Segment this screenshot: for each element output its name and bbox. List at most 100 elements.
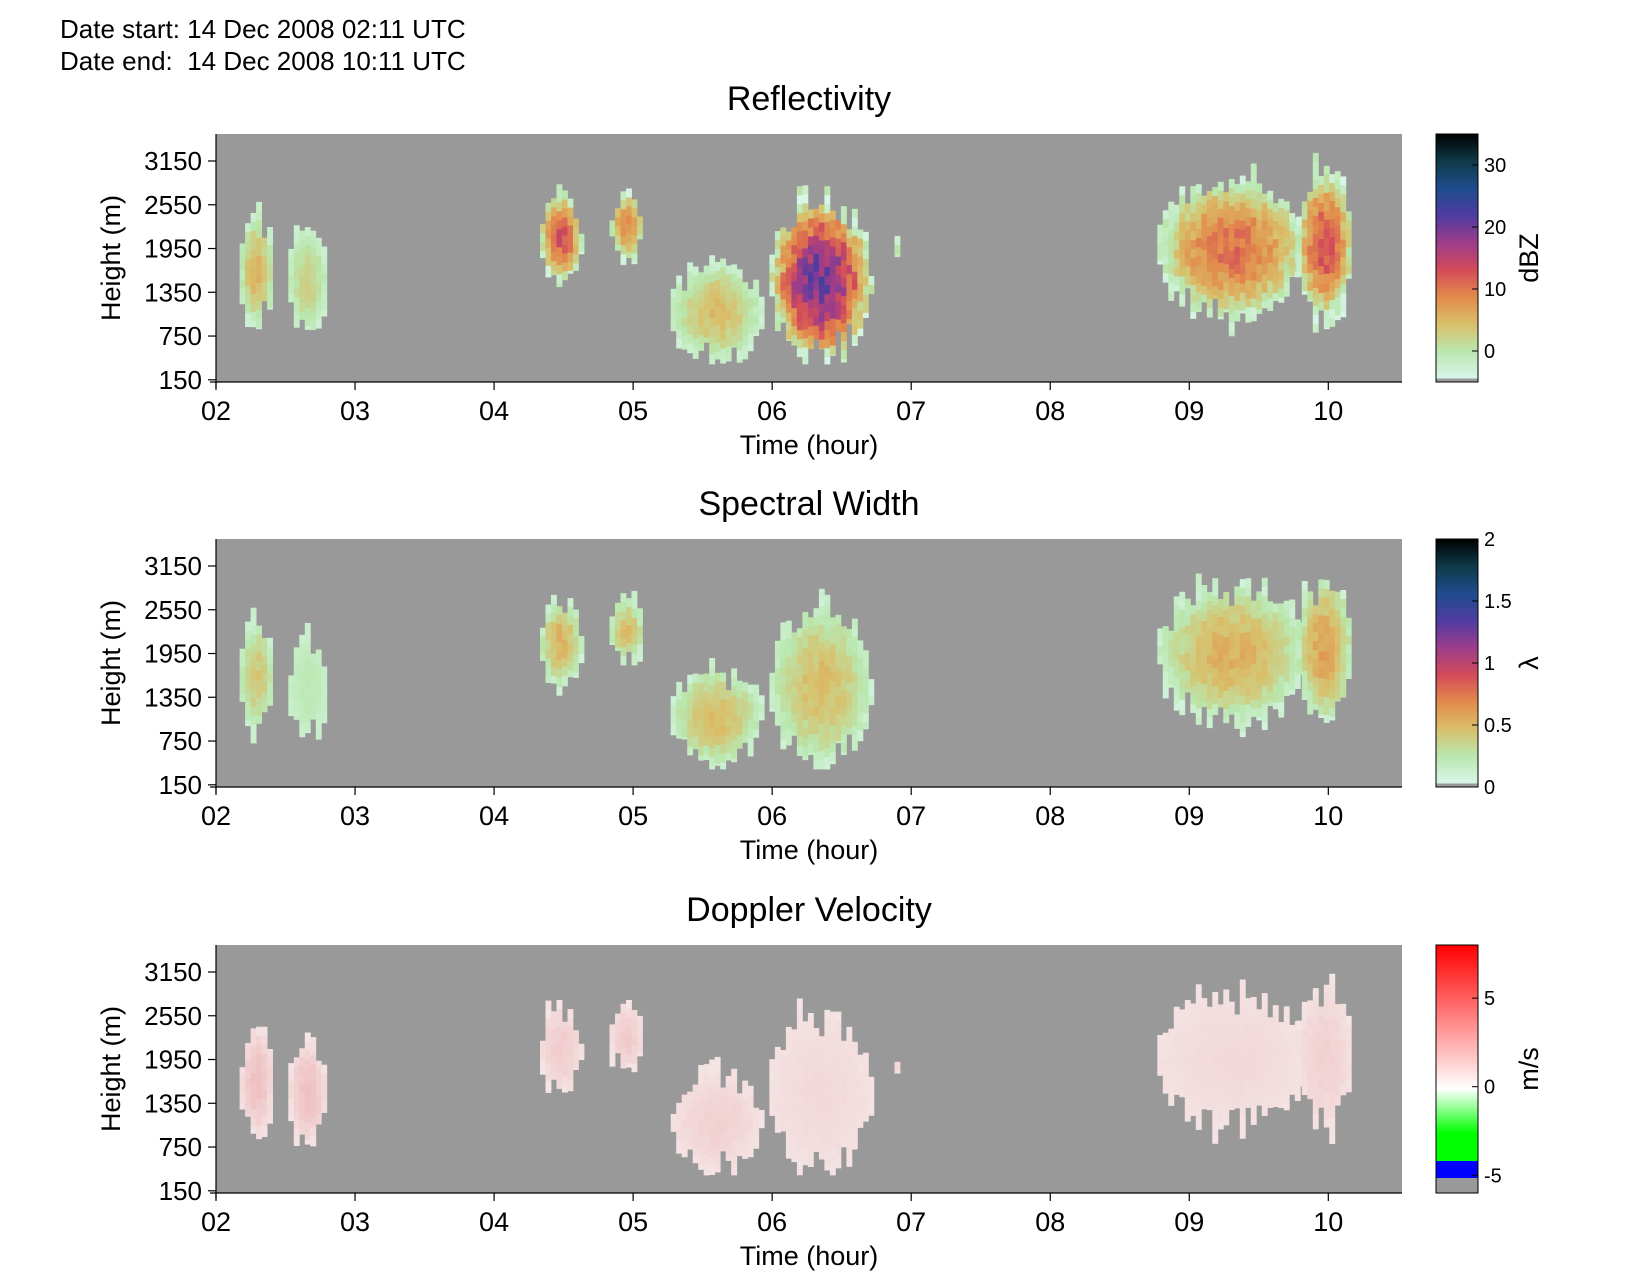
echo-region [540,594,585,696]
y-tick-label: 1350 [144,682,202,712]
x-tick-label: 04 [479,396,509,426]
colorbar-tick-label: 1.5 [1484,591,1512,613]
echo-region [609,1000,643,1073]
echo-region [670,255,765,365]
echo-region [670,658,765,770]
colorbar-tick-label: 0.5 [1484,715,1512,737]
panel-3: Doppler Velocity 150 750 1350 1950 2550 3150 He… [96,891,1544,1271]
x-tick-label: 09 [1174,1207,1204,1237]
echo-region [540,1000,585,1093]
y-axis-label: Height (m) [96,600,126,726]
colorbar-tick-label: 1 [1484,653,1495,675]
x-tick-label: 03 [340,1207,370,1237]
y-tick-label: 3150 [144,957,202,987]
date-end-label: Date end: 14 Dec 2008 10:11 UTC [60,46,466,76]
x-tick-label: 04 [479,801,509,831]
panel-title: Reflectivity [727,80,891,118]
x-tick-label: 04 [479,1207,509,1237]
echo-region [1157,163,1307,337]
echo-region [1296,579,1352,723]
y-tick-label: 2550 [144,595,202,625]
echo-region [609,188,643,266]
echo-region [1157,573,1307,738]
x-tick-label: 06 [757,801,787,831]
x-tick-label: 02 [201,801,231,831]
echo-region [1296,973,1352,1144]
x-axis-label: Time (hour) [740,1241,879,1271]
colorbar-label: λ [1514,656,1544,670]
x-tick-label: 03 [340,396,370,426]
colorbar-tick-label: 10 [1484,279,1506,301]
colorbar: -5 0 5 m/s [1435,944,1544,1194]
y-tick-label: 1350 [144,277,202,307]
x-tick-label: 06 [757,1207,787,1237]
panel-2: Spectral Width 150 750 1350 1950 2550 3150 Heig… [96,485,1544,865]
x-tick-label: 02 [201,396,231,426]
echo-region [609,590,643,666]
x-tick-label: 05 [618,1207,648,1237]
x-tick-label: 05 [618,801,648,831]
x-tick-label: 09 [1174,396,1204,426]
colorbar-label: m/s [1514,1047,1544,1091]
colorbar-tick-label: 2 [1484,529,1495,551]
colorbar-tick-label: 30 [1484,155,1506,177]
echo-region [239,201,273,330]
x-tick-label: 10 [1313,1207,1343,1237]
y-tick-label: 150 [159,365,202,395]
echo-region [239,1026,273,1140]
x-tick-label: 07 [896,801,926,831]
echo-region [769,998,875,1176]
colorbar: 0 0.5 1 1.5 2 λ [1435,529,1544,799]
y-tick-label: 1950 [144,639,202,669]
y-tick-label: 1950 [144,1045,202,1075]
colorbar-gradient [1435,133,1479,383]
y-tick-label: 3150 [144,551,202,581]
y-axis-label: Height (m) [96,195,126,321]
panel-title: Doppler Velocity [686,891,932,929]
x-tick-label: 05 [618,396,648,426]
y-tick-label: 2550 [144,190,202,220]
echo-region [1157,979,1307,1144]
panel-title: Spectral Width [698,485,919,523]
x-axis-label: Time (hour) [740,430,879,460]
colorbar-tick-label: 0 [1484,1077,1495,1099]
echo-region [894,1061,901,1074]
x-tick-label: 07 [896,396,926,426]
x-tick-label: 09 [1174,801,1204,831]
date-start-label: Date start: 14 Dec 2008 02:11 UTC [60,14,466,44]
echo-region [670,1056,765,1176]
y-tick-label: 150 [159,770,202,800]
y-tick-label: 750 [159,1132,202,1162]
x-tick-label: 06 [757,396,787,426]
y-tick-label: 1350 [144,1088,202,1118]
colorbar-tick-label: 0 [1484,341,1495,363]
colorbar-gradient [1435,538,1479,788]
y-tick-label: 2550 [144,1001,202,1031]
y-tick-label: 750 [159,726,202,756]
x-tick-label: 02 [201,1207,231,1237]
echo-region [1296,152,1352,333]
y-tick-label: 1950 [144,234,202,264]
x-axis-label: Time (hour) [740,835,879,865]
echo-region [288,1032,328,1147]
colorbar-gradient [1435,944,1479,1194]
colorbar-tick-label: 5 [1484,988,1495,1010]
echo-region [540,184,585,288]
colorbar-tick-label: 20 [1484,217,1506,239]
y-tick-label: 3150 [144,146,202,176]
x-tick-label: 10 [1313,801,1343,831]
echo-region [769,588,875,770]
panel-1: Reflectivity 150 750 1350 1950 2550 3150 Height… [96,80,1544,460]
y-tick-label: 750 [159,321,202,351]
echo-region [288,623,328,740]
x-tick-label: 10 [1313,396,1343,426]
colorbar-tick-label: -5 [1484,1165,1502,1187]
echo-region [239,607,273,744]
x-tick-label: 08 [1035,1207,1065,1237]
y-tick-label: 150 [159,1176,202,1206]
x-tick-label: 07 [896,1207,926,1237]
colorbar: 0 10 20 30 dBZ [1435,133,1544,383]
x-tick-label: 08 [1035,396,1065,426]
echo-region [769,185,875,365]
